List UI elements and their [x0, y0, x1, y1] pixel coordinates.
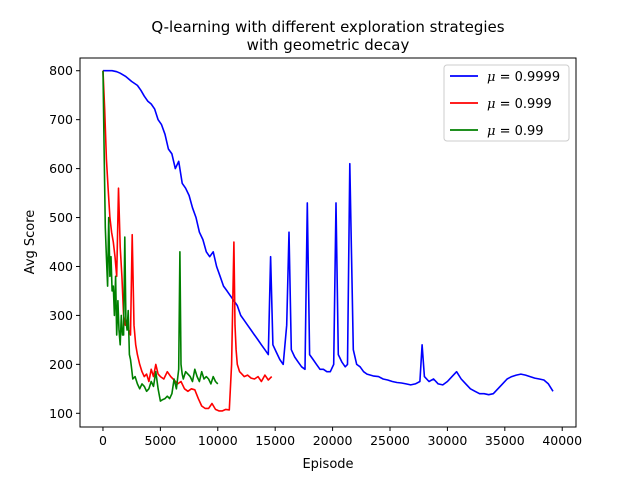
plot-frame [79, 57, 577, 428]
y-tick-label: 700 [49, 112, 73, 127]
x-tick-label: 40000 [542, 433, 582, 448]
x-tick-label: 20000 [313, 433, 353, 448]
x-tick-label: 5000 [144, 433, 176, 448]
x-axis-ticks: 0 5000 10000 15000 20000 25000 30000 35000 40000 [99, 427, 582, 448]
legend-box [443, 64, 570, 142]
legend-value: = 0.999 [495, 97, 551, 112]
y-tick-label: 400 [49, 259, 73, 274]
legend-mu-symbol: μ [487, 124, 495, 139]
y-axis-ticks: 100 200 300 400 500 600 700 800 [49, 63, 80, 421]
series-line-2 [102, 70, 219, 402]
legend-mu-symbol: μ [487, 70, 495, 85]
series-line-0 [103, 69, 554, 396]
legend-value: = 0.9999 [495, 70, 560, 85]
legend-label: μ = 0.999 [487, 97, 552, 112]
y-axis-label: Avg Score [23, 210, 38, 275]
series-line-1 [102, 70, 273, 412]
x-axis-label: Episode [302, 457, 353, 472]
legend-mu-symbol: μ [487, 97, 495, 112]
legend-value: = 0.99 [495, 124, 543, 139]
x-tick-label: 35000 [485, 433, 525, 448]
x-tick-label: 15000 [255, 433, 295, 448]
chart-subtitle: with geometric decay [247, 36, 410, 54]
y-tick-label: 200 [49, 357, 73, 372]
y-tick-label: 600 [49, 161, 73, 176]
y-tick-label: 100 [49, 406, 73, 421]
x-tick-label: 10000 [198, 433, 238, 448]
y-tick-label: 800 [49, 63, 73, 78]
chart-title: Q-learning with different exploration st… [151, 18, 504, 36]
x-tick-label: 30000 [428, 433, 468, 448]
y-tick-label: 300 [49, 308, 73, 323]
legend-label: μ = 0.99 [487, 124, 544, 139]
series-layer [102, 69, 554, 412]
x-tick-label: 0 [99, 433, 107, 448]
y-tick-label: 500 [49, 210, 73, 225]
x-tick-label: 25000 [370, 433, 410, 448]
legend-label: μ = 0.9999 [487, 70, 560, 85]
